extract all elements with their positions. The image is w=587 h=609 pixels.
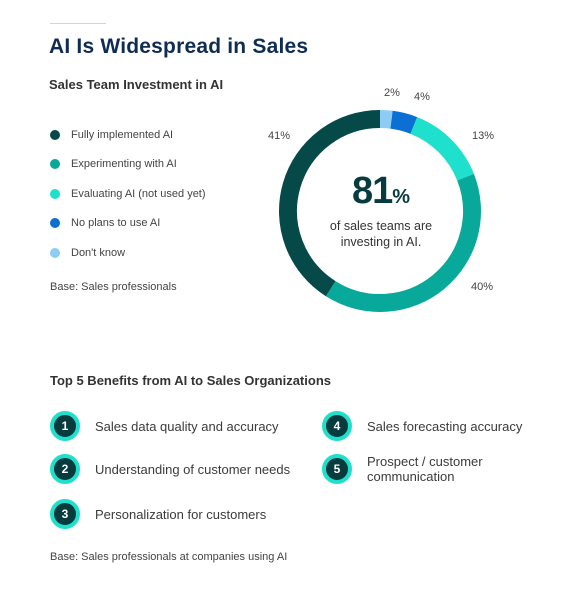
slice-value-label: 4%: [414, 91, 430, 103]
benefit-text: Prospect / customer communication: [367, 454, 483, 484]
legend-label: Experimenting with AI: [71, 158, 177, 170]
legend-swatch: [50, 218, 60, 228]
benefit-text: Sales data quality and accuracy: [95, 418, 279, 434]
benefit-number-badge: 2: [50, 454, 80, 484]
donut-slice: [410, 117, 474, 181]
slice-value-label: 13%: [472, 130, 494, 142]
legend-item-experimenting: Experimenting with AI: [50, 156, 177, 172]
benefit-item-2: 2 Understanding of customer needs: [50, 454, 315, 484]
legend-label: Don't know: [71, 247, 126, 259]
legend-swatch: [50, 130, 60, 140]
top-rule: [50, 23, 106, 24]
chart-subtitle: Sales Team Investment in AI: [49, 77, 224, 92]
legend-item-evaluating: Evaluating AI (not used yet): [50, 186, 206, 202]
benefit-number-badge: 5: [322, 454, 352, 484]
benefit-number-badge: 1: [50, 411, 80, 441]
slice-value-label: 40%: [471, 281, 493, 293]
legend-swatch: [50, 248, 60, 258]
donut-slice: [379, 110, 393, 129]
benefit-item-5: 5 Prospect / customer communication: [322, 454, 537, 484]
legend-item-dont-know: Don't know: [50, 245, 125, 261]
center-unit: %: [392, 186, 411, 208]
center-caption-line-2: investing in AI.: [340, 235, 422, 249]
donut-slice: [390, 110, 418, 134]
legend-label: No plans to use AI: [71, 217, 161, 229]
legend-swatch: [50, 189, 60, 199]
legend-item-no-plans: No plans to use AI: [50, 215, 160, 231]
center-stat: 81%: [311, 172, 451, 216]
center-value: 81: [351, 170, 393, 212]
legend-item-fully-implemented: Fully implemented AI: [50, 127, 173, 143]
legend-label: Fully implemented AI: [71, 129, 174, 141]
benefit-text: Sales forecasting accuracy: [367, 418, 523, 434]
legend-label: Evaluating AI (not used yet): [71, 188, 206, 200]
benefit-number-badge: 4: [322, 411, 352, 441]
donut-slice: [279, 110, 381, 297]
donut-center: 81% of sales teams are investing in AI.: [311, 172, 451, 250]
page-title: AI Is Widespread in Sales: [49, 35, 309, 58]
legend-swatch: [50, 159, 60, 169]
slice-value-label: 2%: [384, 87, 400, 99]
benefit-item-1: 1 Sales data quality and accuracy: [50, 411, 315, 441]
benefit-text: Personalization for customers: [95, 506, 267, 522]
center-caption-line-1: of sales teams are: [329, 219, 433, 233]
benefit-item-3: 3 Personalization for customers: [50, 499, 315, 529]
benefits-base-note: Base: Sales professionals at companies u…: [50, 551, 288, 563]
benefit-item-4: 4 Sales forecasting accuracy: [322, 411, 537, 441]
benefit-text: Understanding of customer needs: [95, 461, 291, 477]
chart-base-note: Base: Sales professionals: [50, 281, 177, 293]
benefits-title: Top 5 Benefits from AI to Sales Organiza…: [50, 373, 331, 388]
benefit-number-badge: 3: [50, 499, 80, 529]
slice-value-label: 41%: [268, 130, 290, 142]
donut-slice: [325, 173, 481, 312]
